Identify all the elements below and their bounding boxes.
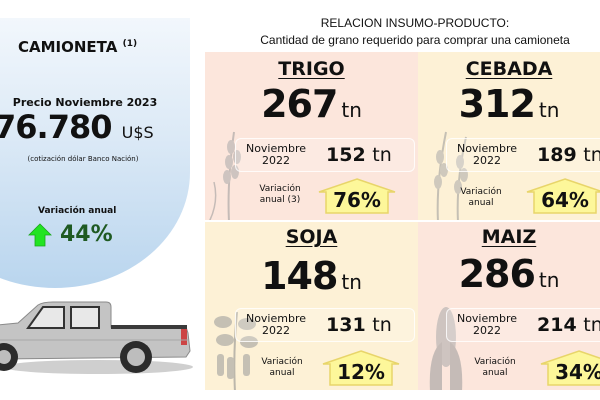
unit: tn — [538, 268, 560, 292]
variation-value: 34% — [555, 360, 600, 384]
previous-year-box: Noviembre 2022 152 tn — [235, 138, 415, 172]
variation-value: 76% — [333, 188, 381, 212]
crop-panel-cebada: CEBADA 312 tn Noviembre 2022 189 tn Variac… — [418, 52, 600, 220]
previous-year-value: 152 tn — [326, 144, 392, 166]
current-value: 312 — [458, 82, 536, 126]
house-badge-icon — [318, 178, 396, 214]
crop-name: MAIZ — [481, 226, 537, 248]
current-value: 148 — [261, 254, 338, 298]
vehicle-variation-value: 44% — [60, 222, 113, 247]
header-line-2: Cantidad de grano requerido para comprar… — [260, 33, 570, 47]
relation-header: RELACION INSUMO-PRODUCTO: Cantidad de gr… — [205, 15, 600, 49]
unit: tn — [341, 98, 362, 122]
price-value: 76.780 U$S — [0, 108, 154, 146]
vehicle-variation-label: Variación anual — [38, 206, 117, 216]
variation-label: Variación anual — [261, 357, 303, 378]
crop-name: CEBADA — [465, 58, 553, 80]
crop-panel-maiz: MAIZ 286 tn Noviembre 2022 214 tn Variació… — [418, 222, 600, 390]
crop-current-amount: 286 tn — [418, 252, 600, 296]
pickup-truck-image — [0, 301, 193, 374]
crop-current-amount: 312 tn — [418, 82, 600, 126]
crop-panel-soja: SOJA 148 tn Noviembre 2022 131 tn Variació… — [205, 222, 418, 390]
house-badge-icon — [526, 178, 600, 214]
house-badge-icon — [322, 350, 400, 386]
current-value: 286 — [458, 252, 536, 296]
variation-label: Variación anual — [460, 187, 502, 208]
previous-year-box: Noviembre 2022 214 tn — [446, 308, 600, 342]
wheat-icon — [209, 131, 241, 220]
header-line-1: RELACION INSUMO-PRODUCTO: — [320, 16, 510, 30]
previous-year-label: Noviembre 2022 — [245, 142, 307, 167]
previous-year-value: 189 tn — [537, 144, 600, 166]
variation-badge: 34% — [540, 350, 600, 386]
soybean-icon — [214, 311, 258, 390]
variation-badge: 76% — [318, 178, 396, 214]
vehicle-footnote: (1) — [122, 39, 138, 49]
variation-label: Variación anual (3) — [259, 184, 301, 205]
previous-year-label: Noviembre 2022 — [456, 312, 518, 337]
vehicle-background-bubble — [0, 18, 190, 288]
variation-value: 12% — [337, 360, 385, 384]
previous-year-value: 214 tn — [537, 314, 600, 336]
previous-year-box: Noviembre 2022 131 tn — [235, 308, 415, 342]
unit: tn — [341, 270, 362, 294]
crop-current-amount: 267 tn — [205, 82, 418, 126]
price-amount: 76.780 — [0, 108, 112, 146]
arrow-up-icon — [28, 222, 52, 246]
crop-current-amount: 148 tn — [205, 254, 418, 298]
vehicle-title-text: CAMIONETA — [18, 38, 118, 56]
previous-year-label: Noviembre 2022 — [456, 142, 518, 167]
previous-year-box: Noviembre 2022 189 tn — [446, 138, 600, 172]
price-note: (cotización dólar Banco Nación) — [27, 155, 139, 163]
current-value: 267 — [261, 82, 338, 126]
vehicle-variation: 44% — [28, 222, 113, 247]
house-badge-icon — [540, 350, 600, 386]
variation-value: 64% — [541, 188, 589, 212]
price-currency: U$S — [121, 123, 154, 142]
crop-panel-trigo: TRIGO 267 tn Noviembre 2022 152 tn Variaci… — [205, 52, 418, 220]
variation-badge: 64% — [526, 178, 600, 214]
previous-year-label: Noviembre 2022 — [245, 312, 307, 337]
variation-label: Variación anual — [474, 357, 516, 378]
price-label: Precio Noviembre 2023 — [12, 96, 158, 109]
crop-name: SOJA — [285, 226, 338, 248]
vehicle-title: CAMIONETA (1) — [18, 38, 137, 56]
crop-name: TRIGO — [278, 58, 345, 80]
previous-year-value: 131 tn — [326, 314, 392, 336]
unit: tn — [538, 98, 560, 122]
variation-badge: 12% — [322, 350, 400, 386]
